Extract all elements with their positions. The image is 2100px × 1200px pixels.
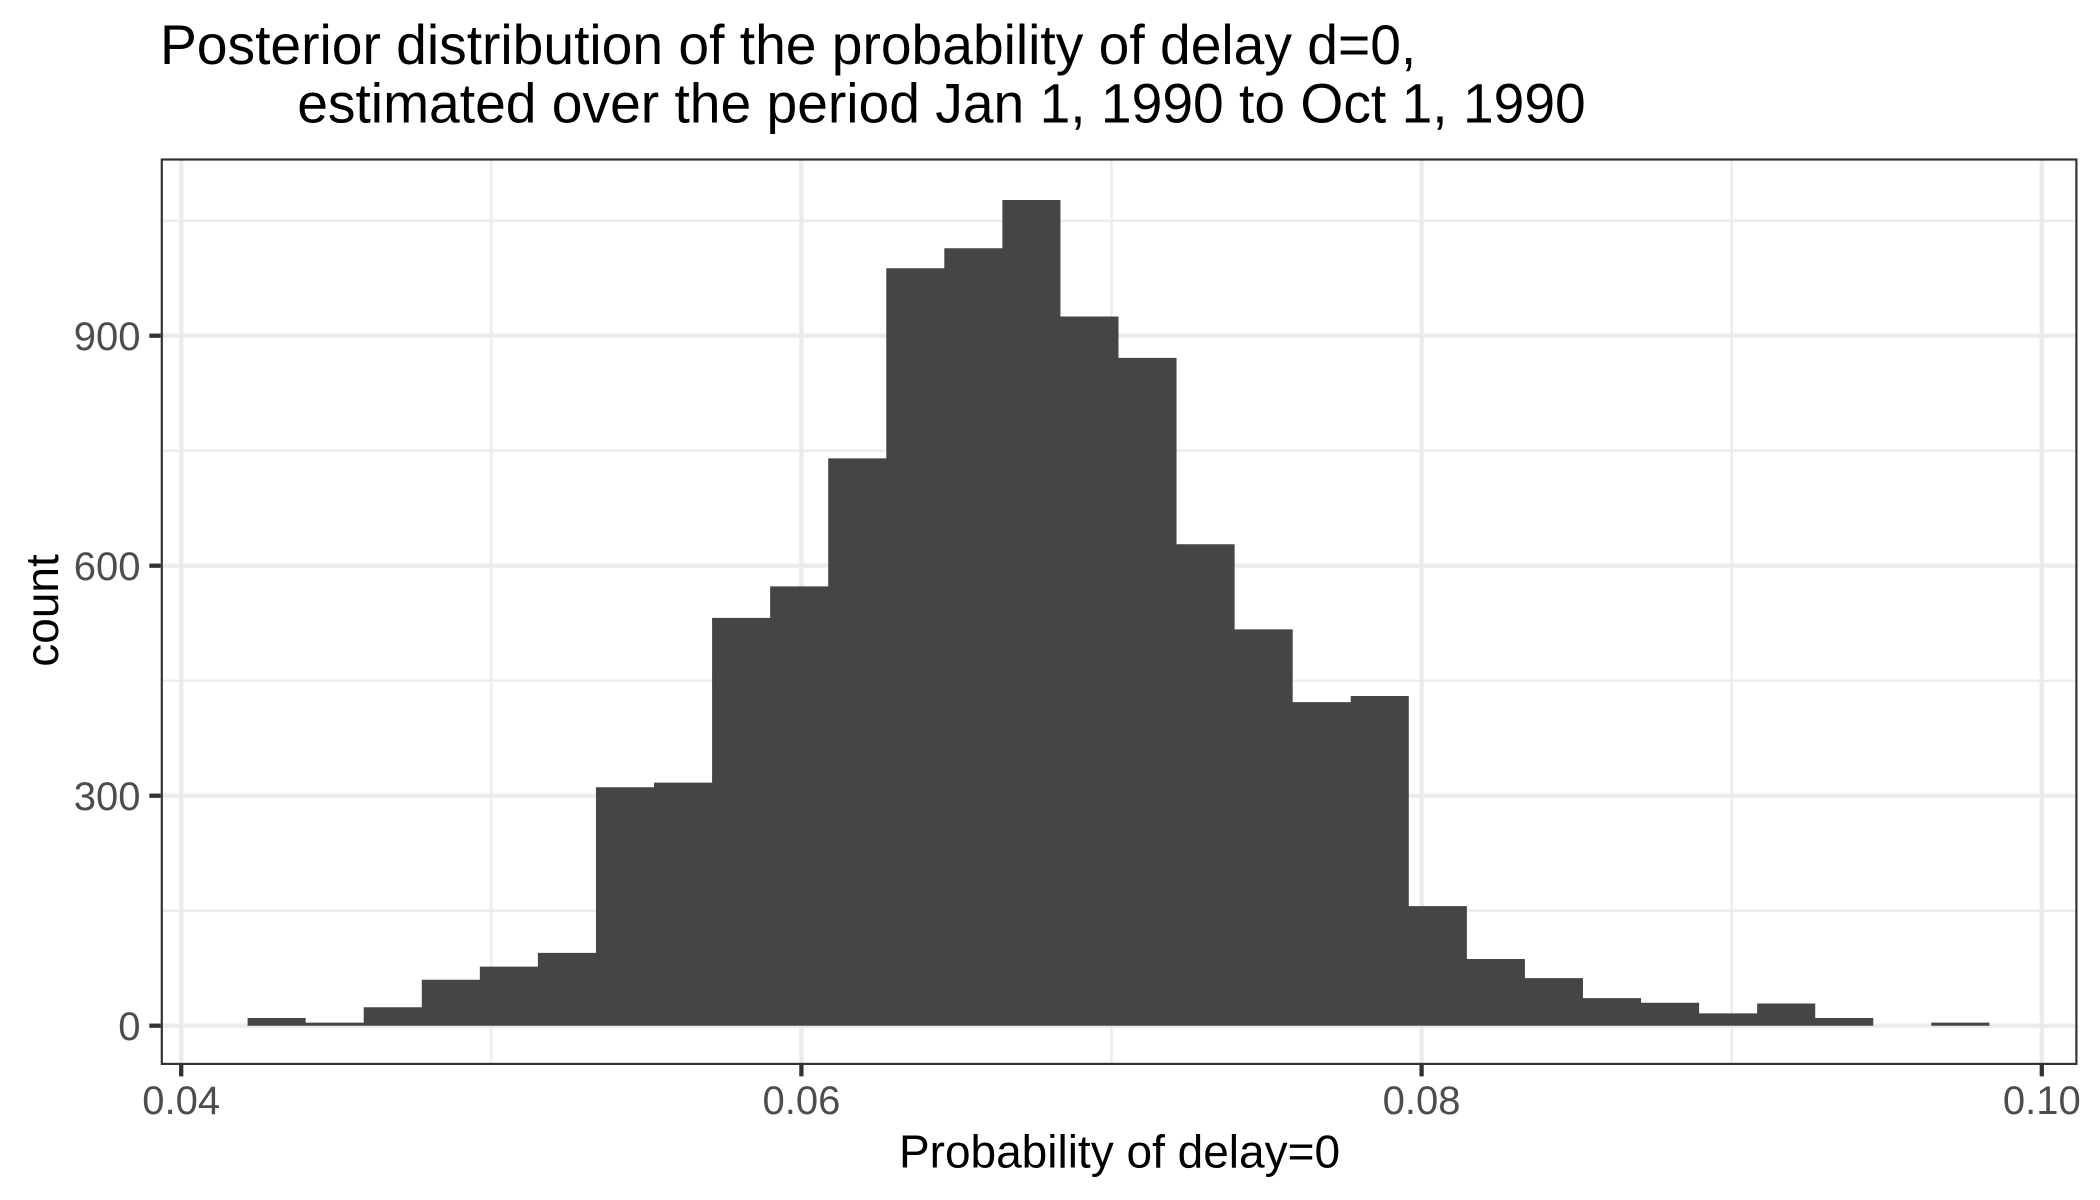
svg-text:0: 0: [118, 1005, 140, 1049]
svg-text:0.04: 0.04: [142, 1079, 220, 1123]
svg-text:estimated over the period Jan: estimated over the period Jan 1, 1990 to…: [297, 73, 1586, 135]
svg-text:0.08: 0.08: [1383, 1079, 1461, 1123]
svg-text:0.06: 0.06: [762, 1079, 840, 1123]
svg-text:900: 900: [74, 315, 141, 359]
svg-text:600: 600: [74, 545, 141, 589]
svg-text:Probability of delay=0: Probability of delay=0: [899, 1126, 1340, 1178]
svg-text:Posterior distribution of the: Posterior distribution of the probabilit…: [160, 14, 1416, 76]
svg-text:0.10: 0.10: [2003, 1079, 2081, 1123]
svg-text:count: count: [16, 554, 68, 667]
svg-text:300: 300: [74, 775, 141, 819]
